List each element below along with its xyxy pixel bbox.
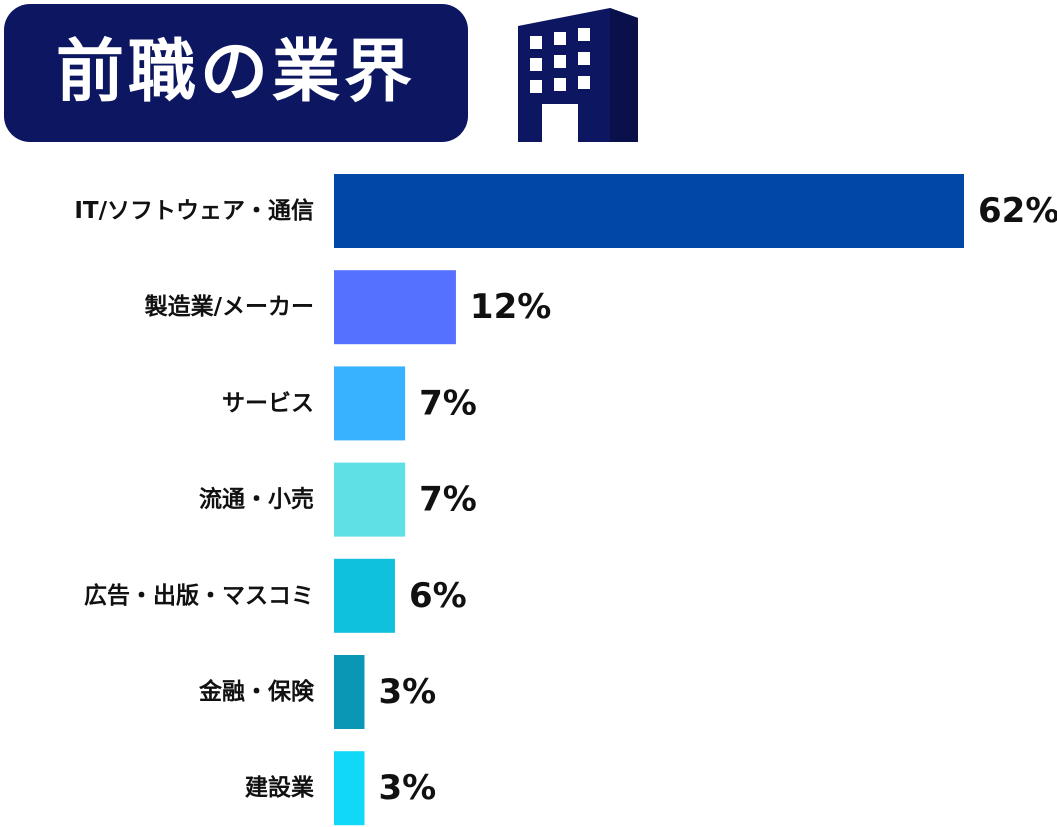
- value-label: 3%: [378, 768, 436, 808]
- page-title: 前職の業界: [55, 33, 416, 112]
- value-label: 3%: [378, 672, 436, 712]
- category-label: 建設業: [245, 774, 315, 801]
- bar: [334, 462, 406, 537]
- bar: [334, 270, 456, 345]
- building-icon: [518, 8, 638, 142]
- value-label: 7%: [419, 383, 477, 423]
- category-label: サービス: [222, 390, 314, 416]
- bar: [334, 174, 964, 248]
- value-label: 7%: [419, 480, 477, 520]
- category-label: 流通・小売: [199, 486, 314, 513]
- bar: [334, 655, 365, 729]
- category-label: 広告・出版・マスコミ: [84, 582, 314, 609]
- bar: [334, 558, 395, 633]
- category-label: IT/ソフトウェア・通信: [74, 197, 314, 224]
- bar-chart: IT/ソフトウェア・通信 62% 製造業/メーカー 12% サービス 7% 流通・小売 7% 広…: [74, 174, 1057, 826]
- bar: [334, 751, 365, 826]
- value-label: 6%: [409, 576, 467, 616]
- category-label: 製造業/メーカー: [144, 293, 314, 320]
- title-banner: 前職の業界: [4, 4, 468, 142]
- value-label: 62%: [978, 191, 1057, 231]
- bar: [334, 366, 406, 441]
- value-label: 12%: [470, 287, 551, 327]
- category-label: 金融・保険: [198, 678, 315, 705]
